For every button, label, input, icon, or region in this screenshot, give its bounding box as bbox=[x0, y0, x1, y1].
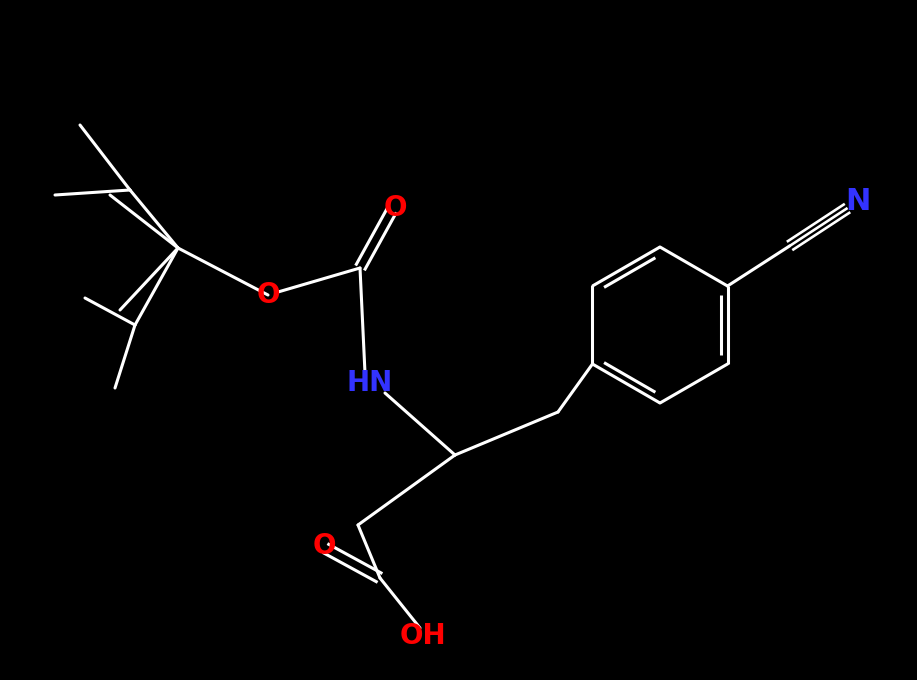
Text: HN: HN bbox=[347, 369, 393, 397]
Text: O: O bbox=[256, 281, 280, 309]
Text: O: O bbox=[383, 194, 407, 222]
Text: O: O bbox=[313, 532, 336, 560]
Text: OH: OH bbox=[400, 622, 447, 650]
Text: N: N bbox=[845, 188, 870, 216]
